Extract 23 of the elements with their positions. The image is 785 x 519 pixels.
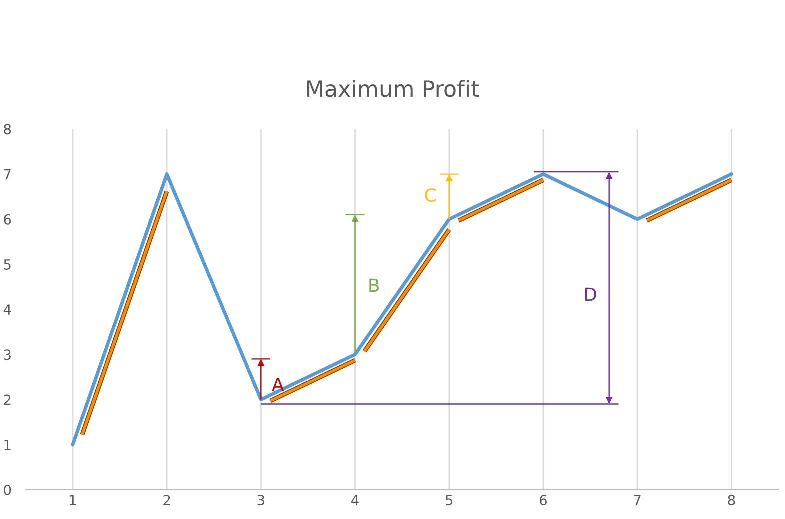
annotation: B [370,278,379,292]
x-tick-label: 1 [70,495,76,506]
y-tick-label: 3 [4,350,11,360]
x-tick-label: 6 [540,495,548,506]
annotation: C [425,188,436,202]
y-tick-label: 8 [4,124,12,135]
x-tick-label: 2 [164,495,170,506]
x-tick-label: 7 [634,495,641,506]
y-tick-label: 1 [4,440,11,450]
y-tick-label: 4 [4,304,12,315]
chart-title: Maximum Profit [307,80,480,98]
y-tick-label: 5 [4,260,11,270]
y-tick-label: 6 [4,214,12,225]
y-tick-label: 2 [4,394,11,406]
x-tick-label: 5 [446,495,453,506]
y-tick-label: 0 [4,484,12,496]
x-tick-label: 8 [728,495,736,506]
line-series [71,172,734,447]
x-tick-label: 3 [258,495,264,506]
annotation: A [272,378,284,392]
x-tick-label: 4 [352,495,359,506]
y-tick-label: 7 [4,169,11,180]
annotation: D [585,288,596,302]
